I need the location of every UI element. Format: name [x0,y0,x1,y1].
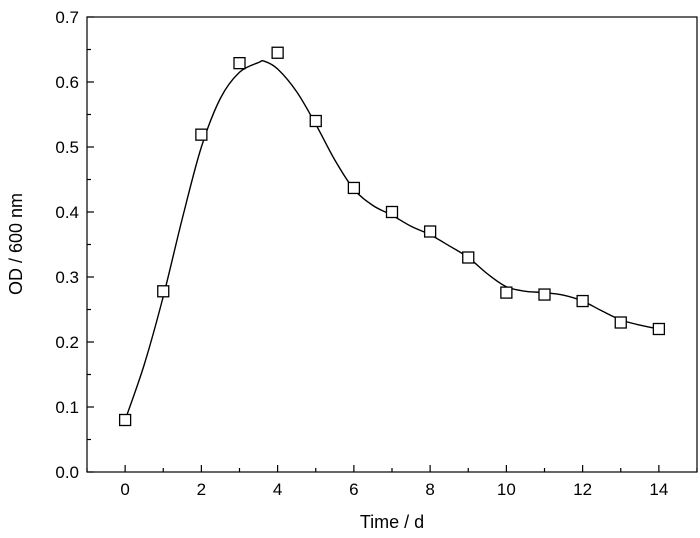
data-point [195,128,208,141]
fit-curve [124,59,660,421]
x-axis-ticks: 0 2 4 6 8 10 12 14 [86,465,698,499]
y-tick-label: 0.4 [55,203,79,222]
data-point [576,294,589,308]
x-tick-label: 4 [273,480,282,499]
x-tick-label: 8 [425,480,434,499]
data-point [271,46,284,59]
data-point [538,288,551,301]
data-point [233,57,246,70]
x-tick-label: 0 [120,480,129,499]
y-tick-label: 0.5 [55,138,79,157]
data-point [423,225,437,238]
data-point [500,286,513,299]
x-tick-label: 6 [349,480,358,499]
data-point [157,285,170,298]
y-tick-label: 0.6 [55,73,79,92]
x-tick-label: 10 [497,480,516,499]
data-markers [118,46,666,427]
y-tick-label: 0.2 [55,333,79,352]
data-point [347,181,361,195]
y-tick-label: 0.7 [55,8,79,27]
x-tick-label: 2 [197,480,206,499]
data-point [614,316,627,329]
x-tick-label: 12 [573,480,592,499]
plot-frame [86,16,698,473]
data-point [118,413,132,427]
y-tick-label: 0.0 [55,463,79,482]
data-point [462,251,475,264]
data-point [385,205,399,219]
y-tick-label: 0.3 [55,268,79,287]
data-point [652,322,666,336]
y-axis-title: OD / 600 nm [6,193,26,295]
y-axis-ticks: 0.0 0.1 0.2 0.3 0.4 0.5 0.6 0.7 [55,8,94,482]
data-point [309,114,322,128]
x-tick-label: 14 [649,480,668,499]
y-tick-label: 0.1 [55,398,79,417]
x-axis-title: Time / d [360,512,424,532]
